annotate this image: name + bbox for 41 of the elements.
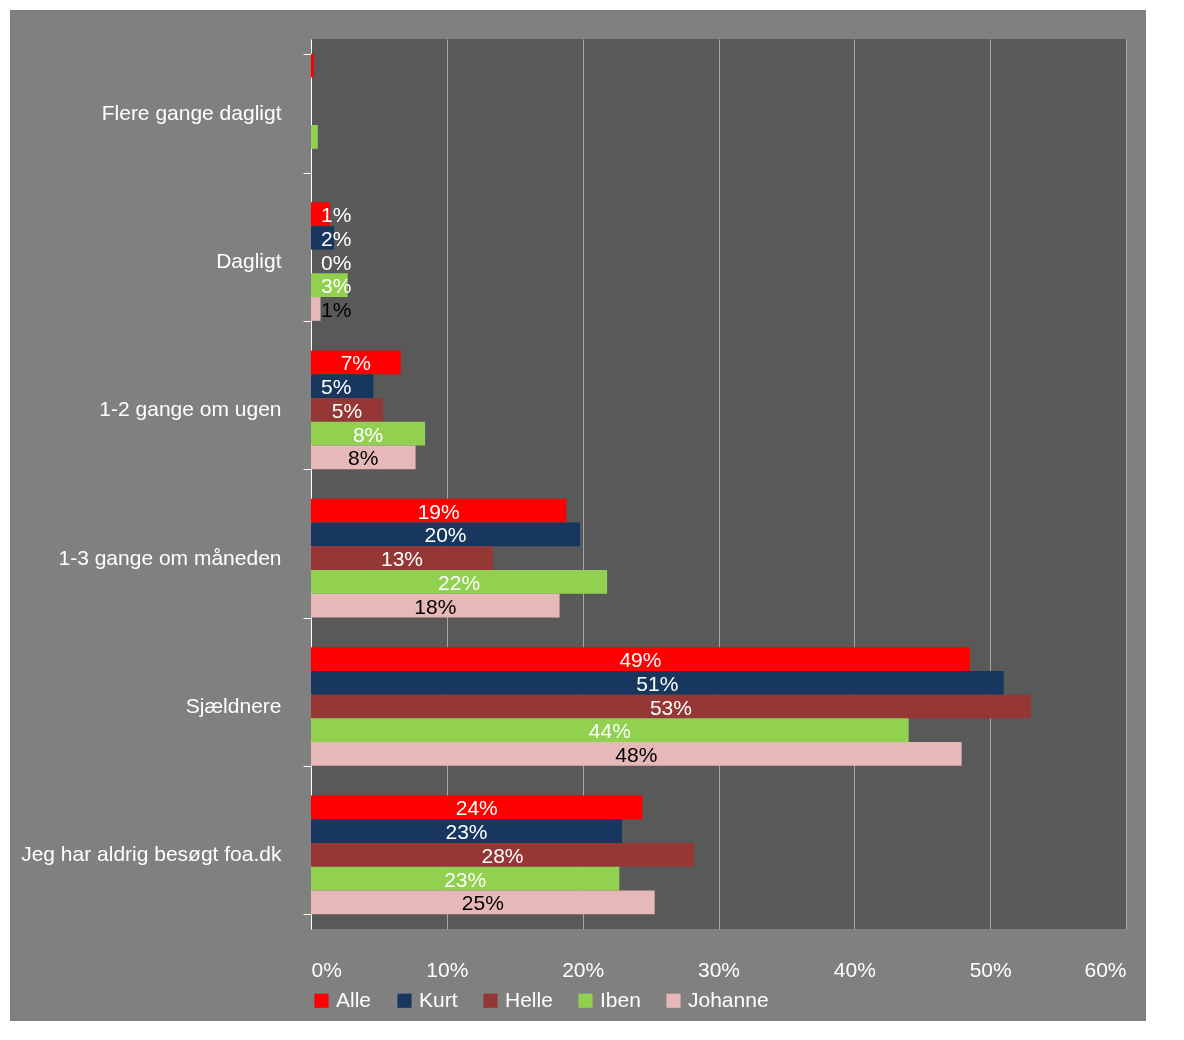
data-label: 23% <box>445 820 488 844</box>
data-label: 0% <box>321 250 352 274</box>
y-tick-label: Flere gange dagligt <box>101 100 282 124</box>
data-label: 53% <box>649 695 692 719</box>
data-label: 25% <box>461 891 504 915</box>
x-tick-label: 60% <box>1084 957 1127 981</box>
data-label: 19% <box>417 499 460 523</box>
y-tick-label: 1-3 gange om måneden <box>58 545 282 569</box>
data-label: 22% <box>438 570 481 594</box>
data-label: 44% <box>588 719 631 743</box>
data-label: 5% <box>331 398 363 422</box>
data-label: 28% <box>481 843 524 867</box>
data-label: 49% <box>619 648 662 672</box>
legend-label: Helle <box>505 987 553 1011</box>
data-label: 18% <box>414 594 457 618</box>
x-tick-label: 30% <box>697 957 741 981</box>
data-label: 2% <box>321 226 352 250</box>
x-tick-label: 0% <box>311 957 342 981</box>
data-label: 7% <box>340 351 371 375</box>
y-tick-label: Jeg har aldrig besøgt foa.dk <box>21 842 282 866</box>
data-label: 13% <box>380 547 424 571</box>
y-tick-label: 1-2 gange om ugen <box>99 397 282 421</box>
y-tick-label: Sjældnere <box>185 694 282 717</box>
x-tick-label: 10% <box>426 957 469 981</box>
data-label: 20% <box>424 523 467 547</box>
data-label: 24% <box>455 796 498 820</box>
data-label: 5% <box>321 375 352 399</box>
legend-label: Kurt <box>419 987 458 1011</box>
data-label: 23% <box>444 867 487 891</box>
data-label: 51% <box>636 671 679 695</box>
x-tick-label: 20% <box>562 957 605 981</box>
data-label: 1% <box>321 297 352 321</box>
legend-label: Iben <box>600 987 641 1011</box>
legend-label: Johanne <box>688 987 769 1011</box>
data-label: 48% <box>615 742 658 766</box>
data-label: 8% <box>352 422 384 446</box>
y-tick-label: Dagligt <box>216 249 282 272</box>
x-tick-label: 50% <box>969 957 1012 981</box>
legend-label: Alle <box>336 987 372 1011</box>
data-label: 8% <box>348 446 379 470</box>
x-tick-label: 40% <box>833 957 876 981</box>
